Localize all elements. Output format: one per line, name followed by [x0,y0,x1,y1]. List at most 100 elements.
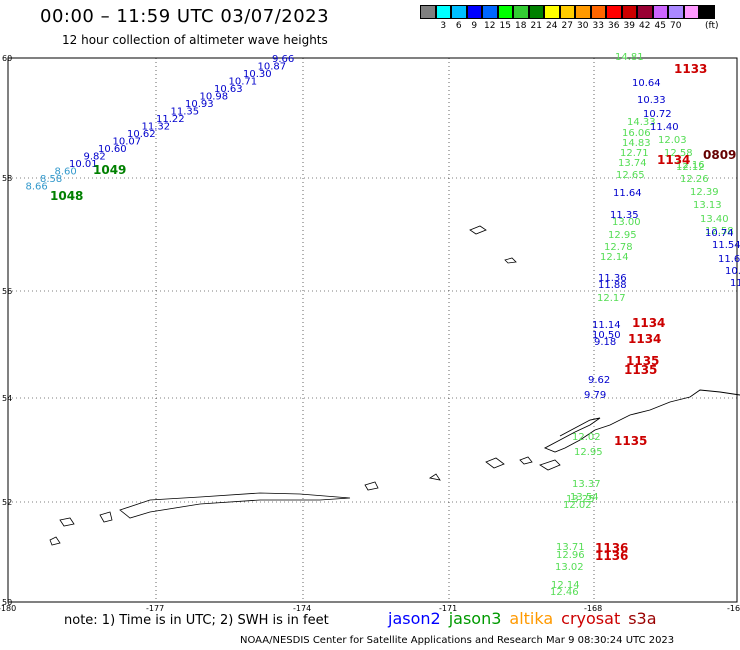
track-value-jason3: 12.12 [676,162,705,173]
track-value-jason2: 11.64 [613,188,642,199]
track-value-jason3: 13.13 [693,200,722,211]
lat-label: 50 [2,598,12,607]
scale-swatch [466,5,482,19]
highlight-label: 1135 [614,434,647,448]
track-value-jason2: 11.35 [610,210,639,221]
highlight-label: 1134 [632,316,665,330]
track-value-west: 10.93 [185,99,214,110]
scale-label: 3 [440,21,447,31]
track-value-jason2: 9.62 [588,375,610,386]
lon-label: -168 [584,604,602,613]
footer-credit: NOAA/NESDIS Center for Satellite Applica… [240,635,675,646]
track-value-west: 8.58 [40,174,62,185]
track-value-west: 11.32 [142,122,171,133]
track-value-jason3: 12.17 [597,293,626,304]
lat-label: 56 [2,287,12,296]
page-title: 00:00 – 11:59 UTC 03/07/2023 [40,6,330,27]
island-outline [364,481,379,491]
track-value-jason3: 13.37 [572,479,601,490]
scale-label: 33 [592,21,604,31]
track-value-jason3: 12.16 [676,160,705,171]
scale-swatch [699,5,715,19]
lon-label: -180 [0,604,16,613]
island-outline [119,492,351,519]
highlight-label: 0809 [703,148,736,162]
lat-label: 60 [2,54,12,63]
scale-swatch [528,5,544,19]
lat-label: 58 [2,174,12,183]
track-value-west: 8.60 [55,167,77,178]
legend-altika: altika [509,609,554,628]
lon-label: -174 [293,604,311,613]
lon-label: -16 [727,604,740,613]
legend-jason2: jason2 [388,609,441,628]
scale-swatch [652,5,668,19]
island-outline [469,225,487,235]
scale-label: 21 [530,21,542,31]
track-value-jason3: 12.58 [664,148,693,159]
track-value-jason2: 11.88 [598,280,627,291]
track-value-west: 9.82 [84,152,106,163]
track-value-jason3: 12.39 [690,187,719,198]
track-value-jason3: 12.02 [563,500,592,511]
track-value-jason3: 12.78 [604,242,633,253]
page-subtitle: 12 hour collection of altimeter wave hei… [62,33,328,47]
track-value-jason2: 11.14 [592,320,621,331]
satellite-legend: jason2 jason3 altika cryosat s3a [388,609,665,628]
scale-swatch [435,5,451,19]
scale-swatch [559,5,575,19]
track-value-jason2: 9.79 [584,390,606,401]
track-value-jason2: 10.74 [705,228,734,239]
track-value-jason3: 13.71 [556,542,585,553]
island-outline [49,536,61,546]
track-value-west: 10.01 [69,159,98,170]
island-outline [519,456,533,465]
scale-swatch [497,5,513,19]
track-value-jason3: 13.00 [612,217,641,228]
color-scale [420,5,715,19]
lat-label: 54 [2,394,12,403]
track-value-west: 10.98 [200,92,229,103]
track-value-jason3: 12.58 [705,226,734,237]
highlight-label: 1136 [595,549,628,563]
scale-swatch [590,5,606,19]
track-value-jason2: 9.18 [594,337,616,348]
scale-swatch [451,5,467,19]
scale-swatch [621,5,637,19]
footer-note: note: 1) Time is in UTC; 2) SWH is in fe… [64,613,329,628]
coastline-path [543,389,740,453]
track-value-jason2: 11.36 [598,273,627,284]
scale-label: 30 [577,21,589,31]
lon-label: -171 [439,604,457,613]
track-value-west: 10.87 [258,62,287,73]
track-value-jason3: 12.14 [551,580,580,591]
track-value-jason2: 10. [725,266,740,277]
island-outline [485,457,505,469]
scale-swatch [637,5,653,19]
track-value-jason2: 11.40 [650,122,679,133]
scale-swatch [544,5,560,19]
scale-swatch [575,5,591,19]
scale-swatch [482,5,498,19]
island-outline [59,517,75,527]
scale-label: 6 [455,21,462,31]
track-value-jason2: 10.72 [643,109,672,120]
scale-label: 45 [654,21,666,31]
track-value-jason3: 12.95 [608,230,637,241]
scale-label: 27 [561,21,573,31]
track-value-jason3: 12.71 [620,148,649,159]
track-value-jason3: 12.46 [550,587,579,598]
color-scale-unit: (ft) [705,21,719,31]
scale-label: 70 [670,21,682,31]
track-value-jason3: 16.06 [622,128,651,139]
track-value-jason3: 13.25 [566,494,595,505]
track-value-west: 11.35 [171,107,200,118]
track-value-west: 10.71 [229,77,258,88]
legend-jason3: jason3 [448,609,502,628]
island-outline [539,459,561,471]
highlight-label: 1048 [50,189,83,203]
track-value-west: 10.63 [214,84,243,95]
scale-label: 9 [471,21,478,31]
island-outline [99,511,113,523]
